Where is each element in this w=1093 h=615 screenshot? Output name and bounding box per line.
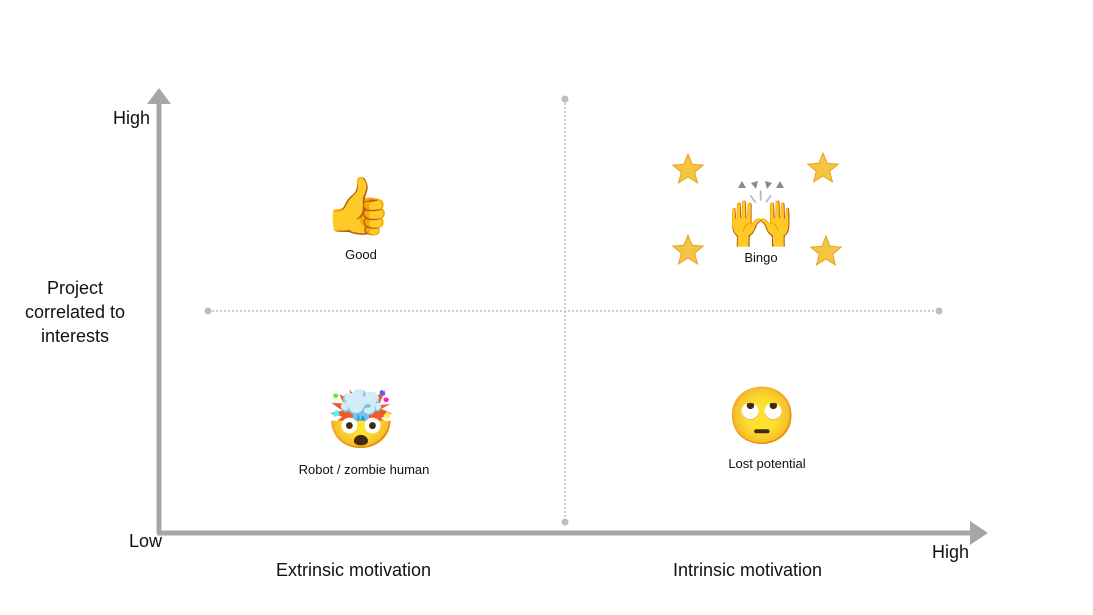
exploding-head-icon: 🤯 (326, 388, 396, 451)
y-axis-title: Project correlated to interests (24, 278, 126, 346)
face-rolling-eyes-icon: 🙄 (727, 384, 797, 447)
x-axis-arrow (970, 521, 988, 545)
star-icons (671, 151, 843, 266)
raising-hands-icon: 🙌 (726, 188, 796, 251)
y-axis-high-label: High (113, 108, 151, 128)
quadrant-label-bingo: Bingo (744, 250, 778, 265)
star-icon (806, 151, 840, 183)
quadrant-label-good: Good (345, 247, 377, 262)
x-axis-intrinsic-label: Intrinsic motivation (673, 560, 823, 580)
y-axis-low-label: Low (129, 531, 163, 551)
y-axis-arrow (147, 88, 171, 104)
thumbs-up-icon: 👍 (323, 174, 393, 237)
x-axis-high-label: High (932, 542, 970, 562)
star-icon (809, 234, 843, 266)
star-icon (671, 152, 705, 184)
sparkle-marks-icon (738, 181, 784, 189)
star-icon (671, 233, 705, 265)
quadrant-label-robot: Robot / zombie human (298, 462, 430, 477)
quadrant-label-lost-potential: Lost potential (728, 456, 806, 471)
x-axis-extrinsic-label: Extrinsic motivation (276, 560, 432, 580)
